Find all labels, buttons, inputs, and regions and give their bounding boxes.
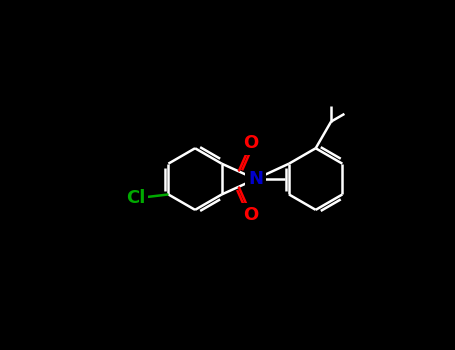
Text: N: N — [248, 170, 263, 188]
Text: Cl: Cl — [126, 189, 146, 206]
Text: O: O — [243, 134, 259, 152]
Text: O: O — [243, 206, 259, 224]
